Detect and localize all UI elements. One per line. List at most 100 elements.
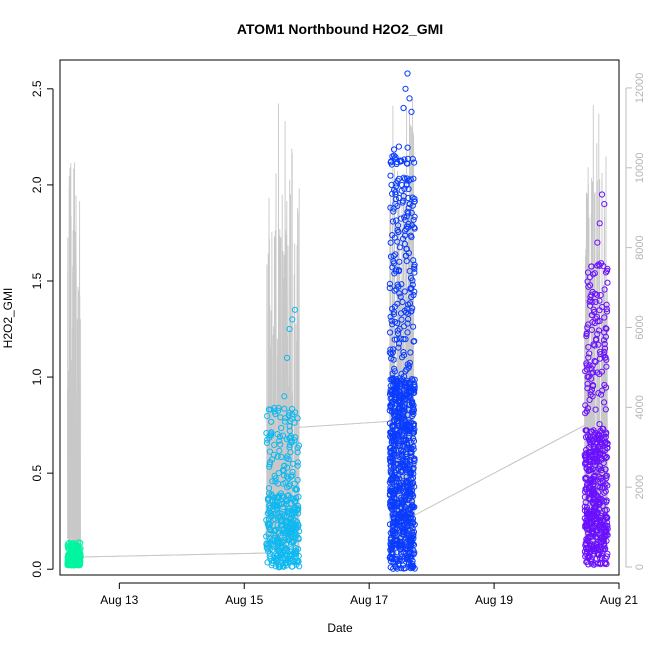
data-point <box>389 528 396 535</box>
data-point <box>388 317 395 324</box>
data-point <box>285 533 292 540</box>
data-point <box>592 456 599 463</box>
data-point <box>403 223 411 230</box>
data-point <box>592 447 599 454</box>
data-point <box>589 288 596 296</box>
data-point <box>278 492 286 499</box>
data-point <box>402 336 409 343</box>
data-point <box>585 544 592 551</box>
data-point <box>394 202 401 209</box>
data-point <box>281 405 288 412</box>
data-point <box>294 502 302 510</box>
data-point <box>601 399 608 406</box>
data-point <box>593 313 601 320</box>
data-point <box>276 433 283 440</box>
data-point <box>401 515 408 522</box>
data-point <box>602 433 609 441</box>
data-point <box>407 449 414 457</box>
data-point <box>583 333 590 340</box>
data-point <box>582 402 589 409</box>
data-point <box>409 481 416 488</box>
data-point <box>411 198 418 205</box>
data-point <box>598 535 605 542</box>
data-point <box>408 108 415 116</box>
data-point <box>585 510 592 517</box>
data-point <box>400 521 407 529</box>
data-point <box>275 538 282 545</box>
data-point <box>291 506 298 513</box>
data-point <box>409 474 417 481</box>
data-point <box>583 330 590 337</box>
data-point <box>275 494 282 501</box>
data-point <box>401 406 408 413</box>
data-point <box>397 293 404 300</box>
data-point <box>388 388 395 395</box>
data-point <box>387 542 394 549</box>
data-point <box>409 515 417 522</box>
data-point <box>410 216 417 223</box>
data-point <box>407 232 414 239</box>
data-point <box>411 263 418 270</box>
data-point <box>584 489 591 496</box>
data-point <box>395 340 403 347</box>
axes: Aug 13 Aug 15 Aug 17 Aug 19 Aug 21 0.0 0.5 1.0 1… <box>30 59 646 607</box>
data-point <box>388 549 395 556</box>
y-tick-label: 2.0 <box>30 176 44 193</box>
data-point <box>411 213 418 220</box>
data-point <box>591 458 598 465</box>
data-point <box>593 336 600 343</box>
data-point <box>278 424 285 432</box>
data-point <box>387 253 395 260</box>
data-point <box>271 408 278 415</box>
data-point <box>411 288 418 295</box>
data-point <box>289 468 296 476</box>
data-point <box>582 410 589 417</box>
data-point <box>411 376 418 383</box>
data-point <box>68 554 75 561</box>
data-point <box>602 333 610 340</box>
data-point <box>76 546 83 554</box>
data-point <box>391 336 398 343</box>
data-point <box>279 549 287 557</box>
data-point <box>411 338 418 345</box>
data-point <box>402 546 409 553</box>
data-point <box>276 447 283 454</box>
data-point <box>266 461 273 468</box>
data-point <box>583 551 590 558</box>
data-point <box>397 401 404 408</box>
data-point <box>405 416 412 423</box>
data-point <box>68 557 75 564</box>
data-point <box>408 439 415 446</box>
data-point <box>406 201 413 208</box>
data-point <box>275 541 282 548</box>
data-point <box>601 314 608 321</box>
data-point <box>598 391 605 398</box>
data-point <box>271 404 278 411</box>
y2-tick-label: 8000 <box>634 235 646 259</box>
data-point <box>283 560 290 567</box>
data-point <box>276 563 283 570</box>
data-point <box>271 472 278 479</box>
data-point <box>279 466 287 473</box>
x-tick-label: Aug 21 <box>600 593 638 607</box>
data-point <box>583 504 591 511</box>
data-point <box>284 484 291 491</box>
data-point <box>603 472 611 479</box>
data-point <box>601 340 608 348</box>
data-point <box>585 354 592 361</box>
data-point <box>590 515 597 522</box>
data-point <box>387 329 394 336</box>
data-point <box>263 439 271 446</box>
y-tick-label: 1.5 <box>30 272 44 289</box>
data-point <box>592 298 599 305</box>
data-point <box>394 330 402 337</box>
data-point <box>294 558 301 565</box>
data-point <box>409 398 416 405</box>
data-point <box>395 483 402 490</box>
data-point <box>585 449 592 456</box>
data-point <box>287 434 294 441</box>
data-point <box>390 260 397 267</box>
data-point <box>404 329 411 336</box>
data-point <box>390 252 397 259</box>
data-point <box>389 218 397 225</box>
